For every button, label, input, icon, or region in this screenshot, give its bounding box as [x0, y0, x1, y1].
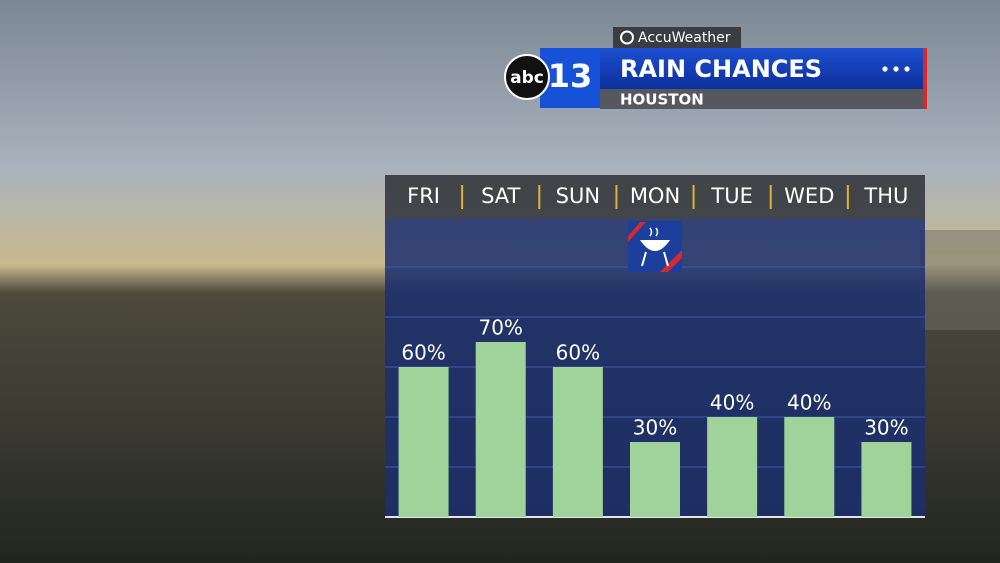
day-label: SUN	[556, 184, 600, 208]
logo-box	[540, 48, 600, 108]
bar	[475, 342, 526, 517]
bar	[552, 367, 603, 517]
day-label: FRI	[407, 184, 440, 208]
subtitle-bar	[600, 89, 925, 109]
bar	[707, 417, 758, 517]
logo-channel: 13	[548, 57, 593, 95]
chart-title: RAIN CHANCES	[620, 55, 822, 83]
day-label: WED	[784, 184, 834, 208]
day-label: MON	[630, 184, 680, 208]
bar	[630, 442, 680, 517]
day-header	[385, 175, 925, 219]
day-label: TUE	[710, 184, 752, 208]
logo-network: abc	[510, 68, 544, 88]
building	[920, 230, 1000, 330]
accent	[923, 48, 927, 109]
logo-circle	[504, 54, 550, 100]
day-label: SAT	[481, 184, 520, 208]
partner-label: AccuWeather	[638, 30, 731, 46]
plot: FRI 60% SAT 70% SUN 60% MON 30% TUE 40% WED 40% THU 3…	[385, 184, 925, 518]
value-label: 30%	[633, 416, 677, 440]
bar	[861, 442, 912, 517]
holiday-icon	[628, 221, 682, 272]
chart-subtitle: HOUSTON	[620, 91, 704, 109]
value-label: 70%	[478, 316, 522, 340]
bar	[784, 417, 835, 517]
value-label: 60%	[401, 341, 445, 365]
bar	[398, 367, 449, 517]
partner-tag	[613, 27, 741, 48]
sun-icon	[620, 30, 634, 45]
value-label: 40%	[710, 391, 754, 415]
value-label: 60%	[556, 341, 600, 365]
day-label: THU	[863, 184, 908, 208]
title-bar	[600, 48, 925, 89]
value-label: 30%	[864, 416, 908, 440]
menu-dots	[882, 66, 910, 72]
value-label: 40%	[787, 391, 831, 415]
